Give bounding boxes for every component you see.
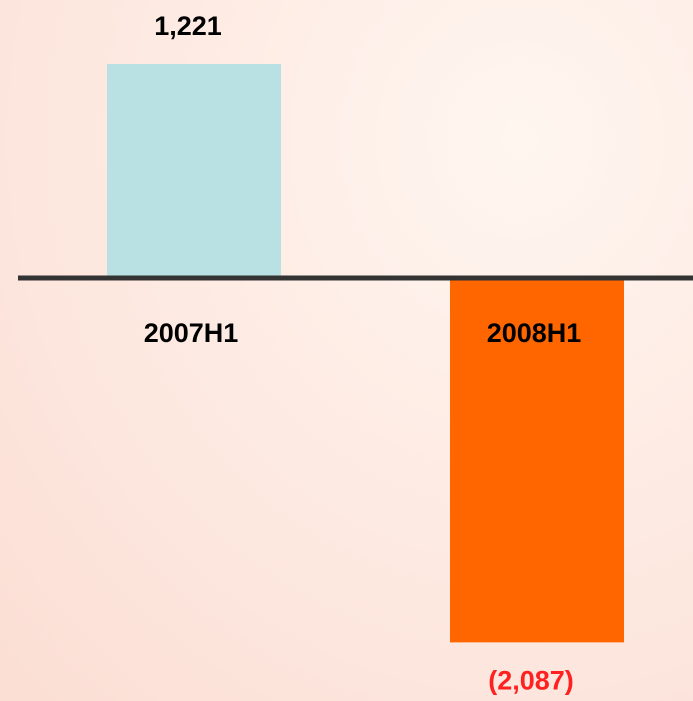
x-tick-label: 2008H1 [487, 318, 582, 348]
bar [450, 280, 624, 643]
value-label: 1,221 [154, 11, 222, 41]
value-label: (2,087) [488, 665, 574, 695]
bar [107, 64, 281, 276]
x-tick-label: 2007H1 [144, 318, 239, 348]
